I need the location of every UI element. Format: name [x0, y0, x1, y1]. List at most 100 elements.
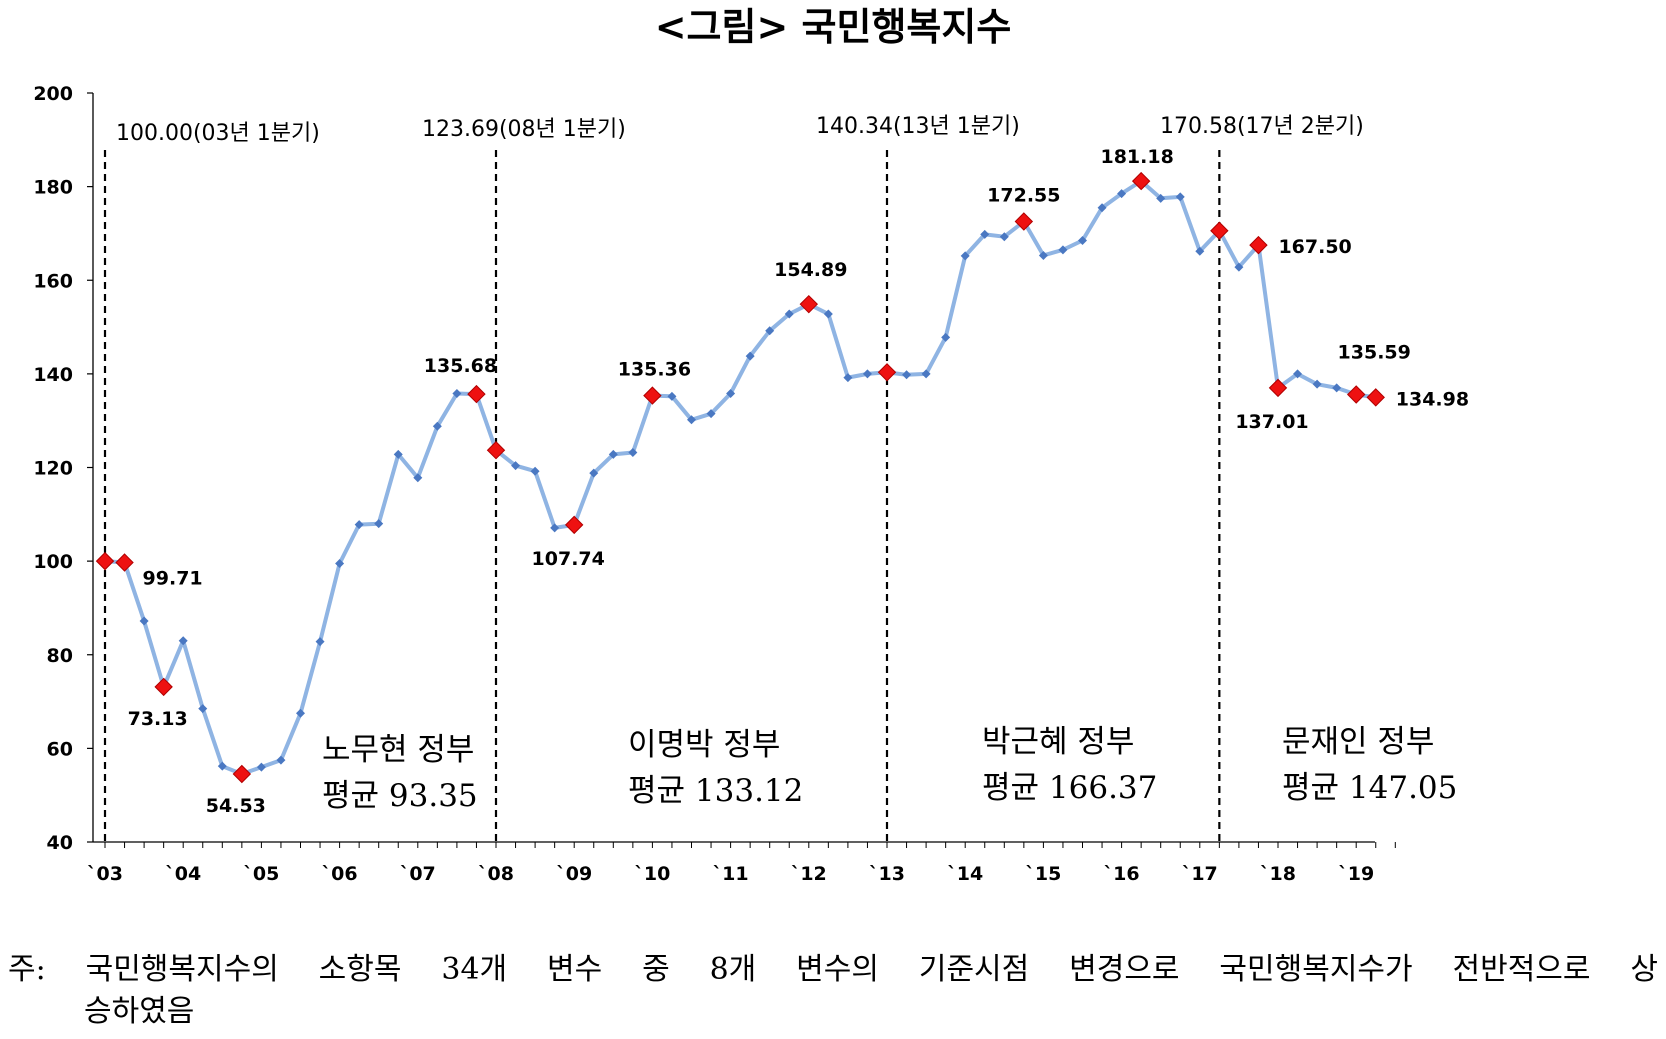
- x-tick-label: `17: [1182, 863, 1218, 885]
- data-point: [1175, 192, 1185, 202]
- highlight-marker: [643, 386, 662, 405]
- period-name: 노무현 정부: [322, 732, 474, 768]
- data-point: [921, 369, 931, 379]
- data-label: 135.36: [618, 359, 691, 381]
- x-tick-label: `09: [556, 863, 592, 885]
- period-name: 박근혜 정부: [982, 724, 1134, 760]
- y-tick-label: 40: [47, 832, 73, 854]
- data-point: [960, 251, 970, 261]
- x-tick-label: `13: [869, 863, 905, 885]
- data-label: 135.59: [1338, 342, 1411, 364]
- highlight-marker: [486, 441, 506, 460]
- highlight-marker: [1014, 212, 1034, 231]
- highlight-marker: [115, 553, 134, 572]
- data-label: 154.89: [774, 259, 847, 281]
- highlight-marker: [1131, 171, 1151, 191]
- data-point: [667, 391, 677, 401]
- reference-label: 170.58(17년 2분기): [1160, 114, 1364, 139]
- data-label: 134.98: [1396, 388, 1469, 410]
- chart-axes: 40 60 80 100 120 140 160 180 200 `03 `04 `05 `06 `07 `…: [33, 83, 1396, 885]
- data-point: [843, 373, 853, 383]
- highlight-markers: [95, 171, 1385, 784]
- series-line: [103, 179, 1378, 776]
- footnote-continuation: 승하였음: [84, 994, 195, 1029]
- data-label: 99.71: [143, 567, 203, 589]
- data-point: [1156, 193, 1166, 203]
- period-name: 이명박 정부: [628, 727, 780, 763]
- data-point: [1293, 369, 1303, 379]
- data-label: 73.13: [128, 708, 188, 730]
- period-average: 평균 133.12: [628, 773, 803, 809]
- highlight-marker: [1210, 221, 1229, 240]
- x-tick-label: `07: [400, 863, 436, 885]
- data-label: 107.74: [532, 548, 605, 570]
- data-point: [1078, 235, 1087, 245]
- data-point: [276, 755, 286, 765]
- highlight-marker: [95, 551, 115, 571]
- x-tick-label: `05: [243, 863, 279, 885]
- data-point: [941, 332, 951, 342]
- data-point: [550, 523, 560, 533]
- data-point: [315, 637, 325, 647]
- x-tick-label: `15: [1025, 863, 1061, 885]
- data-point: [1117, 189, 1127, 199]
- y-tick-label: 120: [33, 458, 73, 480]
- period-average: 평균 147.05: [1282, 770, 1457, 806]
- data-label: 181.18: [1100, 146, 1173, 168]
- y-tick-label: 140: [33, 364, 73, 386]
- highlight-marker: [564, 515, 584, 535]
- data-point: [1312, 379, 1322, 389]
- y-tick-label: 180: [33, 177, 73, 199]
- data-point: [687, 415, 696, 425]
- data-point: [1234, 262, 1244, 272]
- data-point: [393, 449, 403, 459]
- data-point: [413, 473, 423, 483]
- y-tick-label: 100: [33, 551, 73, 573]
- data-point: [745, 351, 755, 361]
- data-point: [296, 708, 305, 718]
- y-tick-label: 60: [47, 738, 73, 760]
- x-tick-label: `18: [1260, 863, 1296, 885]
- data-point: [335, 558, 345, 568]
- highlight-marker: [1249, 235, 1268, 255]
- highlight-marker: [1346, 385, 1366, 404]
- reference-label: 100.00(03년 1분기): [116, 121, 320, 146]
- data-point: [198, 704, 208, 714]
- highlight-marker: [877, 363, 897, 382]
- data-point: [354, 520, 364, 530]
- period-average: 평균 166.37: [982, 770, 1157, 806]
- reference-label: 140.34(13년 1분기): [816, 114, 1020, 139]
- data-point: [139, 616, 149, 626]
- data-point: [980, 229, 990, 239]
- data-point: [530, 466, 540, 476]
- data-point: [628, 448, 638, 458]
- data-point: [217, 761, 227, 771]
- highlight-marker: [1366, 388, 1385, 407]
- chart-title: <그림> 국민행복지수: [654, 5, 1012, 49]
- highlight-marker: [467, 384, 486, 404]
- data-point: [1058, 245, 1068, 255]
- highlight-marker: [154, 677, 173, 697]
- x-tick-label: `04: [165, 863, 201, 885]
- data-point: [452, 389, 462, 399]
- footnote: 주: 국민행복지수의 소항목 34개 변수 중 8개 변수의 기준시점 변경으로…: [8, 952, 1658, 987]
- x-tick-label: `14: [947, 863, 983, 885]
- x-tick-label: `08: [478, 863, 514, 885]
- data-point: [902, 370, 912, 380]
- x-tick-label: `16: [1104, 863, 1140, 885]
- data-point: [608, 449, 618, 459]
- x-tick-label: `19: [1338, 863, 1374, 885]
- data-point: [589, 468, 599, 478]
- data-point: [1332, 383, 1342, 393]
- data-label: 137.01: [1235, 411, 1308, 433]
- data-point: [823, 309, 833, 319]
- y-tick-label: 200: [33, 83, 73, 105]
- data-label: 135.68: [424, 355, 497, 377]
- data-series: [100, 176, 1381, 779]
- x-tick-label: `11: [713, 863, 749, 885]
- data-point: [374, 519, 384, 529]
- x-tick-label: `12: [791, 863, 827, 885]
- highlight-marker: [799, 294, 819, 314]
- highlight-marker: [232, 764, 252, 784]
